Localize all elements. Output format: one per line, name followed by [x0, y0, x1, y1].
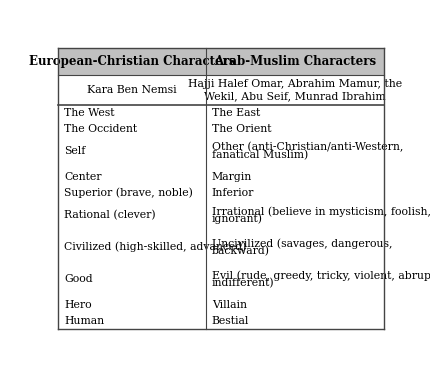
Text: The West: The West: [64, 108, 114, 118]
Text: Hero: Hero: [64, 300, 91, 310]
Text: backward): backward): [212, 246, 269, 256]
Text: Bestial: Bestial: [212, 316, 249, 327]
Text: Human: Human: [64, 316, 104, 327]
Bar: [206, 48, 383, 75]
Text: Wekil, Abu Seif, Munrad Ibrahim: Wekil, Abu Seif, Munrad Ibrahim: [203, 91, 385, 101]
Text: ignorant): ignorant): [212, 214, 262, 224]
Bar: [58, 48, 206, 75]
Text: Arab-Muslim Characters: Arab-Muslim Characters: [213, 55, 375, 68]
Text: Other (anti-Christian/anti-Western,: Other (anti-Christian/anti-Western,: [212, 142, 402, 152]
Text: Good: Good: [64, 274, 92, 284]
Text: The Orient: The Orient: [212, 124, 271, 134]
Text: Irrational (believe in mysticism, foolish,: Irrational (believe in mysticism, foolis…: [212, 206, 430, 217]
Text: Inferior: Inferior: [212, 188, 254, 198]
Text: The Occident: The Occident: [64, 124, 137, 134]
Text: The East: The East: [212, 108, 260, 118]
Text: Margin: Margin: [212, 172, 252, 182]
Text: Civilized (high-skilled, advanced): Civilized (high-skilled, advanced): [64, 242, 246, 252]
Text: indifferent): indifferent): [212, 278, 274, 288]
Text: Center: Center: [64, 172, 101, 182]
Text: Uncivilized (savages, dangerous,: Uncivilized (savages, dangerous,: [212, 238, 391, 249]
Text: Self: Self: [64, 146, 85, 156]
Text: European-Christian Characters: European-Christian Characters: [28, 55, 235, 68]
Text: fanatical Muslim): fanatical Muslim): [212, 150, 307, 160]
Text: Hajji Halef Omar, Abrahim Mamur, the: Hajji Halef Omar, Abrahim Mamur, the: [187, 79, 401, 89]
Text: Kara Ben Nemsi: Kara Ben Nemsi: [87, 85, 176, 95]
Text: Superior (brave, noble): Superior (brave, noble): [64, 188, 192, 199]
Text: Rational (clever): Rational (clever): [64, 210, 155, 220]
Text: Villain: Villain: [212, 300, 246, 310]
Text: Evil (rude, greedy, tricky, violent, abrupt,: Evil (rude, greedy, tricky, violent, abr…: [212, 270, 430, 280]
